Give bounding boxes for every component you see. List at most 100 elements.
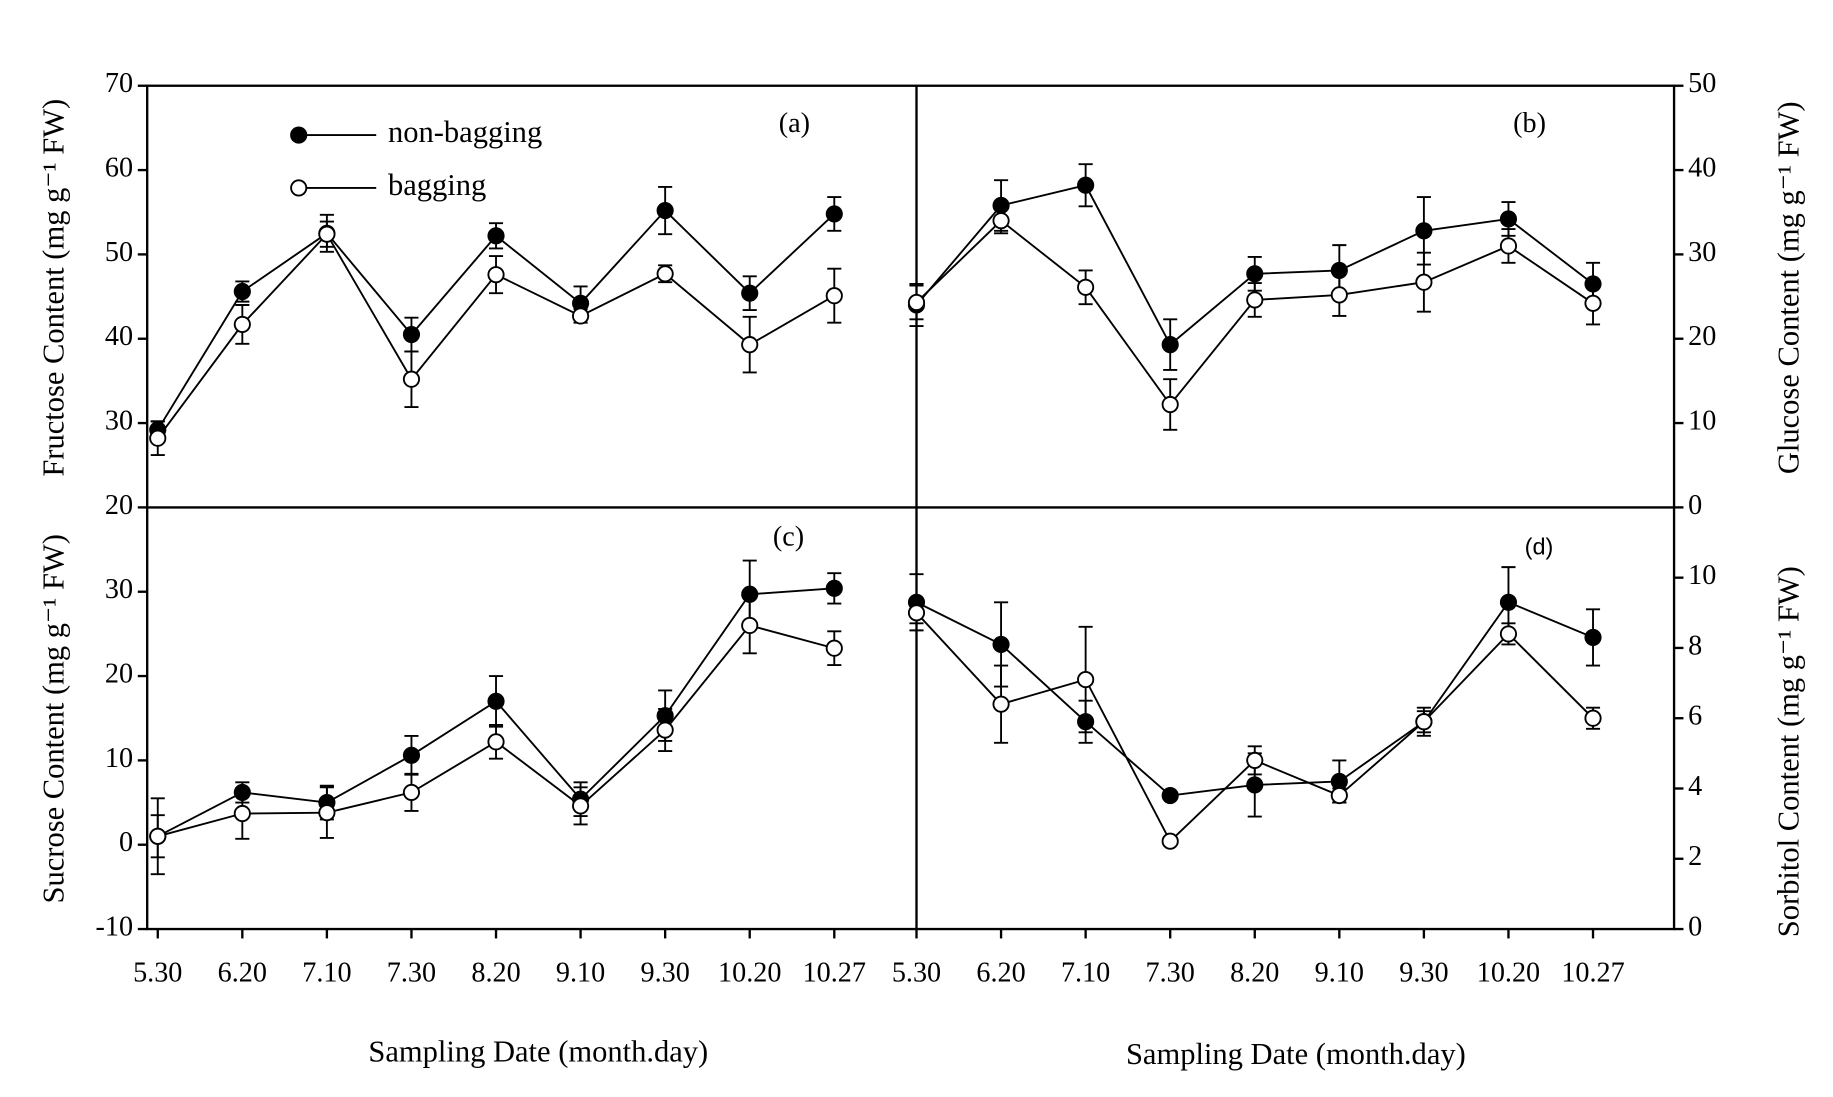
marker [1161,786,1179,805]
y-tick-label: 30 [105,574,133,605]
marker [1584,709,1602,727]
marker [825,205,843,223]
panel-label: (d) [1525,534,1554,560]
y-tick-label: -10 [96,912,134,943]
y-axis-label: Fructose Content (mg g⁻¹ FW) [37,99,71,477]
marker [825,639,843,657]
y-tick-label: 20 [1688,321,1716,352]
marker [1077,278,1095,296]
marker [487,266,505,284]
marker [741,284,759,302]
marker [318,225,336,243]
x-tick-label: 7.10 [302,957,351,988]
x-tick-label: 7.30 [387,957,436,988]
marker [233,282,251,301]
y-axis-label: Sorbitol Content (mg g⁻¹ FW) [1772,566,1806,937]
marker [402,325,421,344]
marker [1499,625,1518,643]
marker [656,265,674,283]
y-tick-label: 30 [105,406,133,437]
x-tick-label: 9.30 [1399,957,1448,988]
marker [1330,286,1348,304]
marker [402,746,421,764]
y-tick-label: 8 [1688,630,1702,661]
x-tick-label: 8.20 [471,957,520,988]
y-tick-label: 50 [1688,68,1716,99]
x-tick-label: 10.27 [1561,957,1624,988]
y-tick-label: 10 [1688,560,1716,591]
marker [572,307,590,325]
y-axis-label: Sucrose Content (mg g⁻¹ FW) [37,534,71,903]
marker [572,797,590,815]
x-tick-label: 10.20 [718,957,781,988]
marker [825,287,843,305]
y-tick-label: 4 [1688,771,1702,802]
marker [1330,786,1348,805]
x-tick-label: 7.10 [1061,957,1110,988]
marker [992,635,1010,654]
marker [1499,593,1518,611]
marker [1330,772,1348,791]
x-tick-label: 9.10 [556,957,605,988]
legend-marker [290,126,308,144]
x-tick-label: 9.10 [1315,957,1364,988]
y-tick-label: 20 [105,490,133,521]
y-tick-label: 20 [105,659,133,690]
marker [825,579,843,597]
y-tick-label: 2 [1688,841,1702,872]
x-tick-label: 5.30 [133,957,182,988]
marker [1415,713,1433,731]
marker [1161,395,1179,414]
x-tick-label: 6.20 [218,957,267,988]
legend-label: non-bagging [388,115,542,149]
marker [487,227,505,245]
marker [992,212,1010,230]
marker [1415,222,1433,240]
marker [992,695,1010,713]
panel-label: (a) [779,108,810,139]
x-tick-label: 10.20 [1477,957,1540,988]
x-axis-label: Sampling Date (month.day) [1126,1037,1466,1071]
y-tick-label: 60 [105,153,133,184]
y-axis-label: Glucose Content (mg g⁻¹ FW) [1772,101,1806,474]
panel-label: (c) [773,522,804,553]
y-tick-label: 0 [1688,490,1702,521]
y-tick-label: 10 [105,743,133,774]
marker [1584,294,1602,312]
marker [907,604,926,622]
marker [741,616,759,635]
marker [1161,336,1179,354]
x-axis-label: Sampling Date (month.day) [368,1035,708,1069]
marker [1499,237,1518,255]
marker [1584,628,1602,646]
x-tick-label: 10.27 [803,957,866,988]
marker [1077,670,1095,689]
y-tick-label: 6 [1688,701,1702,732]
y-tick-label: 30 [1688,237,1716,268]
legend-marker [290,179,308,197]
legend-label: bagging [388,168,486,202]
marker [1246,751,1264,769]
y-tick-label: 50 [105,237,133,268]
y-tick-label: 0 [119,827,133,858]
marker [233,315,251,333]
marker [487,692,505,710]
y-tick-label: 40 [105,321,133,352]
marker [149,827,167,845]
y-tick-label: 40 [1688,153,1716,184]
y-tick-label: 70 [105,68,133,99]
marker [1246,776,1264,794]
marker [907,293,926,312]
marker [656,721,674,739]
x-tick-label: 9.30 [640,957,689,988]
marker [1246,265,1264,283]
marker [1161,832,1179,850]
marker [149,429,167,447]
marker [318,804,336,822]
x-tick-label: 6.20 [976,957,1025,988]
marker [1499,210,1518,228]
marker [402,370,421,388]
marker [487,733,505,751]
